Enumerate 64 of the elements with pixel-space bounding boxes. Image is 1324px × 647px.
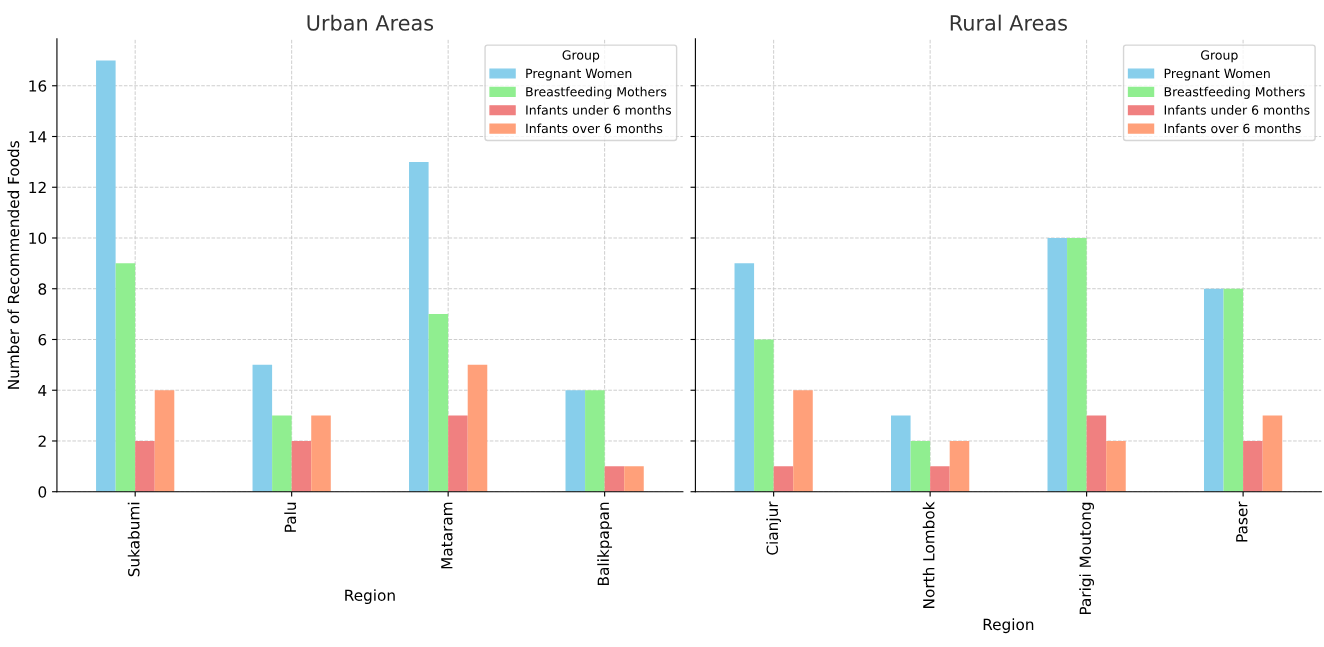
legend-title: Group xyxy=(1201,50,1238,63)
x-tick-label: Parigi Moutong xyxy=(1079,502,1095,615)
bar xyxy=(910,440,931,492)
y-tick-label: 10 xyxy=(29,232,47,245)
y-tick-label: 14 xyxy=(29,131,47,143)
legend-label: Pregnant Women xyxy=(1164,68,1270,81)
bar xyxy=(311,415,331,492)
bar xyxy=(448,415,468,492)
y-tick-label: 4 xyxy=(38,384,47,397)
y-axis-title: Number of Recommended Foods xyxy=(7,141,20,389)
bar xyxy=(1223,288,1244,492)
bar xyxy=(754,339,774,492)
bar xyxy=(1203,288,1224,492)
bar xyxy=(1067,237,1087,492)
x-tick-label: Cianjur xyxy=(766,501,782,555)
x-tick-label: Balikpapan xyxy=(597,502,613,585)
bar xyxy=(428,314,449,492)
bar xyxy=(624,466,644,492)
bar xyxy=(1106,440,1126,492)
bar xyxy=(930,466,950,492)
x-axis-title: Region xyxy=(345,589,395,604)
bar xyxy=(252,364,273,492)
legend-label: Breastfeeding Mothers xyxy=(1164,86,1305,99)
bar xyxy=(1262,415,1283,492)
bar xyxy=(565,390,586,492)
bar xyxy=(1086,415,1107,492)
legend-label: Infants under 6 months xyxy=(526,105,672,115)
bar xyxy=(773,466,794,492)
bar xyxy=(734,263,755,492)
bar xyxy=(604,466,625,492)
legend-title: Group xyxy=(562,50,600,63)
x-tick-label: Palu xyxy=(284,502,297,532)
bar xyxy=(154,390,175,492)
legend-label: Breastfeeding Mothers xyxy=(526,86,667,99)
bar xyxy=(585,390,605,492)
bar xyxy=(891,415,911,492)
y-tick-label: 12 xyxy=(29,181,46,194)
bar xyxy=(1243,440,1263,492)
x-tick-label: Sukabumi xyxy=(127,502,140,577)
bar xyxy=(467,364,488,492)
chart-title: Rural Areas xyxy=(950,14,1067,31)
chart-title: Urban Areas xyxy=(307,14,434,31)
y-tick-label: 8 xyxy=(38,283,47,295)
x-tick-label: North Lombok xyxy=(922,501,935,608)
legend-label: Infants over 6 months xyxy=(1164,123,1301,134)
bar xyxy=(272,415,292,492)
x-axis-title: Region xyxy=(983,618,1034,634)
y-tick-label: 6 xyxy=(38,333,47,346)
bar xyxy=(96,60,116,492)
legend-label: Pregnant Women xyxy=(526,68,632,81)
bar xyxy=(1047,237,1068,492)
bar xyxy=(949,440,970,492)
legend-label: Infants under 6 months xyxy=(1164,105,1310,115)
y-tick-label: 2 xyxy=(38,435,46,447)
x-tick-label: Mataram xyxy=(441,502,453,569)
bar xyxy=(291,440,312,492)
x-tick-label: Paser xyxy=(1236,501,1248,542)
bar xyxy=(409,161,429,492)
legend-label: Infants over 6 months xyxy=(526,123,663,134)
bar xyxy=(115,263,136,492)
y-tick-label: 0 xyxy=(38,486,47,498)
bar xyxy=(793,390,813,492)
y-tick-label: 16 xyxy=(29,80,47,92)
bar xyxy=(135,440,155,492)
